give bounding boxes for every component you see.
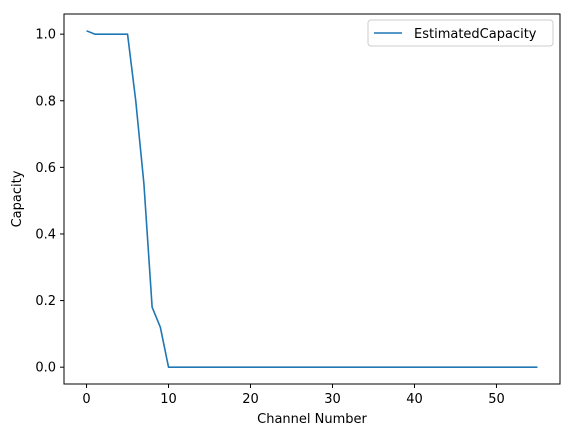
y-tick-label: 0.4 [35,227,56,242]
legend: EstimatedCapacity [367,19,554,47]
x-tick-label: 30 [324,392,341,407]
series-line-estimated-capacity [86,30,538,368]
axes-frame [63,13,561,385]
legend-box [367,19,554,47]
x-tick-label: 20 [242,392,259,407]
x-tick-label: 40 [406,392,423,407]
y-axis-label: Capacity [10,170,25,227]
plot-area [86,30,538,368]
x-tick-label: 10 [160,392,177,407]
y-tick-label: 0.8 [35,94,56,109]
x-tick-label: 0 [82,392,90,407]
ticks: 0 10 20 30 40 50 0.0 0.2 0.4 0.6 0.8 1.0 [35,28,504,407]
y-tick-label: 1.0 [35,28,56,43]
y-tick-label: 0.6 [35,161,56,176]
x-axis-label: Channel Number [257,412,367,427]
x-tick-label: 50 [488,392,505,407]
y-tick-label: 0.2 [35,294,56,309]
legend-label: EstimatedCapacity [414,27,537,42]
y-tick-label: 0.0 [35,361,56,376]
